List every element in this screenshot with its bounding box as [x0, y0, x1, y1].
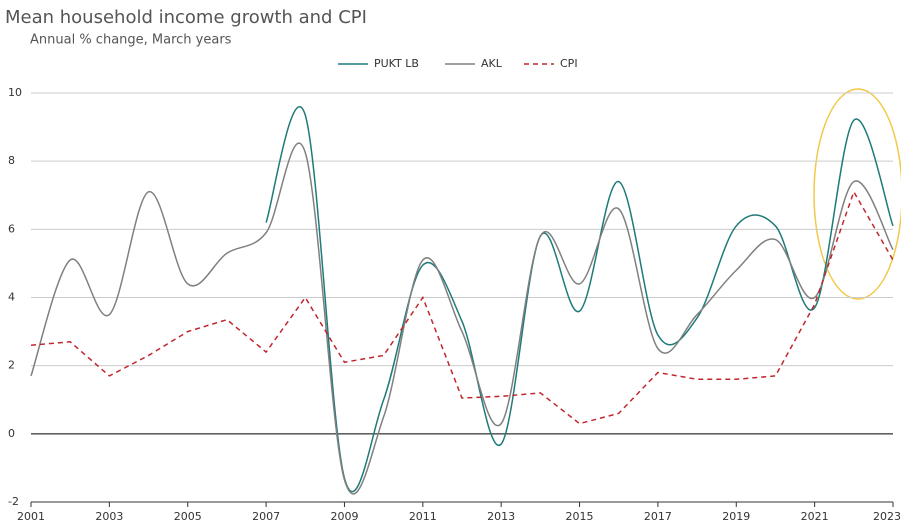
- y-tick-label: 10: [8, 86, 22, 99]
- series-line: [30, 142, 894, 495]
- y-tick-label: 2: [8, 359, 15, 372]
- x-tick-label: 2005: [174, 510, 202, 523]
- x-tick-label: 2003: [95, 510, 123, 523]
- x-tick-label: 2011: [409, 510, 437, 523]
- y-tick-label: 6: [8, 222, 15, 235]
- x-tick-label: 2009: [330, 510, 358, 523]
- legend-label: AKL: [481, 57, 503, 70]
- x-tick-label: 2007: [252, 510, 280, 523]
- y-tick-label: 4: [8, 291, 15, 304]
- x-tick-label: 2021: [801, 510, 829, 523]
- chart-title: Mean household income growth and CPI: [5, 7, 367, 28]
- x-tick-label: 2019: [722, 510, 750, 523]
- x-tick-label: 2013: [487, 510, 515, 523]
- x-tick-label: 2015: [566, 510, 594, 523]
- y-tick-label: -2: [8, 495, 19, 508]
- highlight-ellipse: [813, 88, 901, 300]
- x-tick-label: 2023: [873, 510, 901, 523]
- legend-label: CPI: [560, 57, 578, 70]
- series-line: [30, 190, 894, 425]
- x-tick-label: 2001: [17, 510, 45, 523]
- y-tick-label: 8: [8, 154, 15, 167]
- chart-subtitle: Annual % change, March years: [30, 33, 232, 48]
- y-tick-label: 0: [8, 427, 15, 440]
- legend-label: PUKT LB: [374, 57, 419, 70]
- x-tick-label: 2017: [644, 510, 672, 523]
